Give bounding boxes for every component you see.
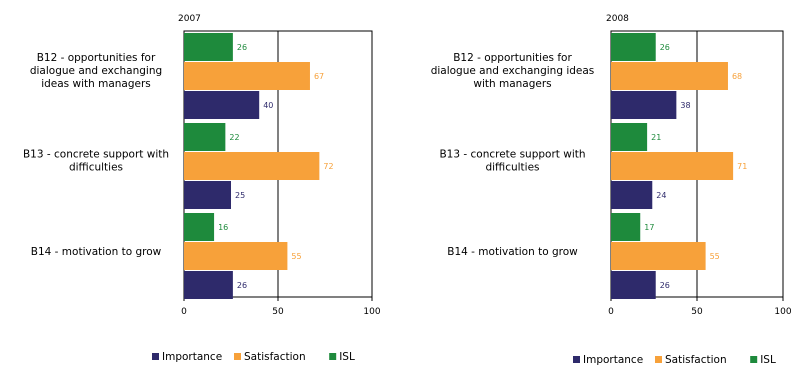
legend-swatch-importance — [152, 353, 159, 360]
data-label-isl: 17 — [644, 223, 654, 232]
data-label-importance: 38 — [680, 101, 690, 110]
category-label-line: B14 - motivation to grow — [447, 246, 578, 258]
bar-satisfaction — [184, 242, 288, 270]
data-label-isl: 21 — [651, 133, 661, 142]
legend-label-importance: Importance — [162, 351, 222, 363]
category-label: B14 - motivation to grow — [447, 246, 578, 258]
legend-swatch-isl — [329, 353, 337, 360]
x-tick-label: 0 — [181, 307, 187, 317]
data-label-satisfaction: 55 — [710, 252, 720, 261]
data-label-satisfaction: 71 — [737, 162, 747, 171]
category-label-line: dialogue and exchanging — [30, 65, 162, 77]
data-label-isl: 22 — [229, 133, 239, 142]
category-label-line: with managers — [473, 78, 551, 90]
x-tick-label: 50 — [272, 307, 284, 317]
data-label-isl: 16 — [218, 223, 228, 232]
bar-isl — [611, 33, 656, 61]
category-label: B12 - opportunities for dialogue and exch… — [431, 52, 595, 90]
category-label-line: B12 - opportunities for — [37, 52, 156, 64]
legend-label-isl: ISL — [760, 354, 776, 366]
data-label-importance: 25 — [235, 191, 245, 200]
x-tick-label: 0 — [608, 307, 614, 317]
bar-importance — [611, 181, 653, 209]
chart-title: 2007 — [178, 14, 201, 24]
category-label: B12 - opportunities for dialogue and exch… — [30, 52, 162, 90]
data-label-satisfaction: 68 — [732, 72, 742, 81]
data-label-importance: 26 — [660, 281, 670, 290]
data-label-satisfaction: 72 — [323, 162, 333, 171]
data-label-importance: 26 — [237, 281, 247, 290]
bar-satisfaction — [611, 242, 706, 270]
category-label-line: B14 - motivation to grow — [31, 246, 162, 258]
legend-label-importance: Importance — [583, 354, 643, 366]
category-label-line: B13 - concrete support with — [439, 149, 585, 161]
bar-satisfaction — [611, 152, 734, 180]
x-tick-label: 100 — [774, 307, 791, 317]
legend-swatch-importance — [573, 356, 580, 363]
bar-isl — [611, 213, 641, 241]
data-label-satisfaction: 67 — [314, 72, 324, 81]
category-label: B14 - motivation to grow — [31, 246, 162, 258]
bar-satisfaction — [184, 152, 320, 180]
bar-isl — [184, 213, 215, 241]
bar-importance — [184, 91, 260, 119]
legend-swatch-satisfaction — [234, 353, 241, 360]
bar-importance — [184, 181, 231, 209]
bar-satisfaction — [611, 62, 728, 90]
category-label-line: difficulties — [485, 162, 539, 174]
data-label-satisfaction: 55 — [291, 252, 301, 261]
legend-label-satisfaction: Satisfaction — [665, 354, 727, 366]
bar-importance — [611, 271, 656, 299]
x-tick-label: 50 — [691, 307, 703, 317]
bar-importance — [184, 271, 233, 299]
legend-swatch-satisfaction — [655, 356, 662, 363]
category-label-line: B13 - concrete support with — [23, 149, 169, 161]
bar-isl — [611, 123, 648, 151]
category-label: B13 - concrete support with difficulties — [23, 149, 169, 174]
x-tick-label: 100 — [363, 307, 380, 317]
data-label-isl: 26 — [660, 43, 670, 52]
bar-isl — [184, 33, 233, 61]
legend-swatch-isl — [750, 356, 758, 363]
bar-importance — [611, 91, 677, 119]
legend-label-isl: ISL — [339, 351, 355, 363]
category-label: B13 - concrete support with difficulties — [439, 149, 585, 174]
bar-isl — [184, 123, 226, 151]
data-label-isl: 26 — [237, 43, 247, 52]
chart-title: 2008 — [606, 14, 629, 24]
legend-label-satisfaction: Satisfaction — [244, 351, 306, 363]
data-label-importance: 40 — [263, 101, 273, 110]
category-label-line: B12 - opportunities for — [453, 52, 572, 64]
data-label-importance: 24 — [656, 191, 666, 200]
category-label-line: dialogue and exchanging ideas — [431, 65, 595, 77]
bar-satisfaction — [184, 62, 310, 90]
category-label-line: difficulties — [69, 162, 123, 174]
category-label-line: ideas with managers — [41, 78, 151, 90]
